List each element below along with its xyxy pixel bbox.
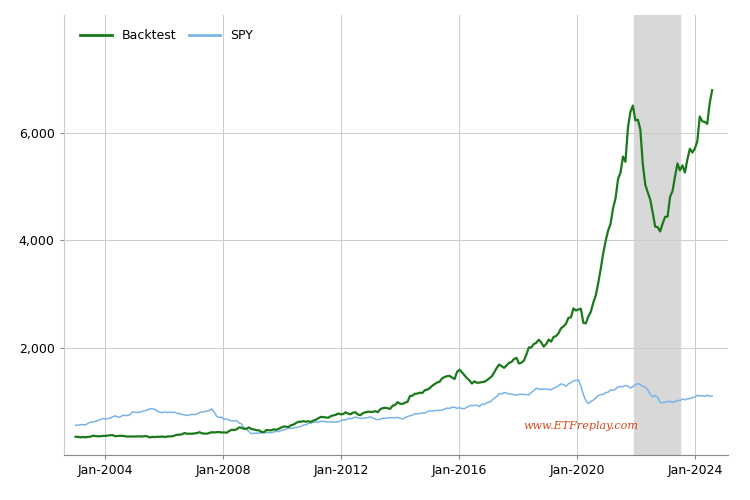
SPY	[118, 412, 127, 418]
SPY	[170, 409, 179, 415]
Backtest	[71, 434, 80, 440]
Backtest	[708, 87, 717, 93]
SPY	[708, 393, 717, 399]
Backtest	[490, 370, 499, 376]
Line: Backtest: Backtest	[76, 90, 712, 438]
Text: www.ETFreplay.com: www.ETFreplay.com	[523, 421, 638, 431]
Backtest	[146, 434, 154, 440]
Legend: Backtest, SPY: Backtest, SPY	[76, 26, 256, 46]
SPY	[247, 430, 256, 436]
SPY	[413, 410, 422, 416]
Backtest	[621, 159, 630, 165]
SPY	[623, 383, 632, 389]
Backtest	[665, 194, 674, 200]
Backtest	[413, 390, 422, 396]
Backtest	[118, 433, 127, 439]
SPY	[71, 422, 80, 428]
Line: SPY: SPY	[76, 380, 712, 434]
SPY	[574, 376, 583, 382]
Backtest	[172, 432, 182, 438]
Bar	[634, 15, 680, 455]
SPY	[668, 399, 677, 405]
SPY	[490, 395, 499, 401]
